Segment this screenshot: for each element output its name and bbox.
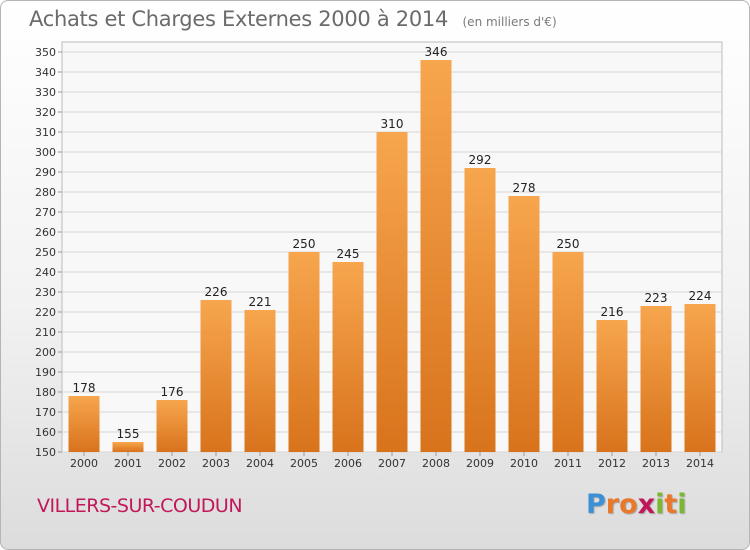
y-tick-label: 280 — [35, 186, 56, 199]
y-tick-label: 190 — [35, 366, 56, 379]
bar-2012 — [596, 320, 628, 452]
data-label-2005: 250 — [293, 237, 316, 251]
y-tick-label: 250 — [35, 246, 56, 259]
bar-2003 — [200, 300, 232, 452]
y-tick-label: 200 — [35, 346, 56, 359]
x-tick-label: 2002 — [158, 457, 186, 470]
y-tick-label: 350 — [35, 46, 56, 59]
y-tick-label: 300 — [35, 146, 56, 159]
data-label-2002: 176 — [161, 385, 184, 399]
bar-2009 — [464, 168, 496, 452]
chart-subtitle: (en milliers d'€) — [462, 15, 557, 29]
commune-name: VILLERS-SUR-COUDUN — [37, 495, 243, 517]
logo-letter: x — [637, 489, 656, 520]
bar-2006 — [332, 262, 364, 452]
y-tick-label: 320 — [35, 106, 56, 119]
proxiti-logo: Proxiti — [586, 489, 687, 520]
bar-2014 — [684, 304, 716, 452]
data-label-2008: 346 — [425, 45, 448, 59]
title-row: Achats et Charges Externes 2000 à 2014 (… — [29, 7, 557, 31]
y-tick-label: 180 — [35, 386, 56, 399]
x-tick-label: 2006 — [334, 457, 362, 470]
bar-2013 — [640, 306, 672, 452]
chart-title: Achats et Charges Externes 2000 à 2014 — [29, 7, 449, 31]
bar-2002 — [156, 400, 188, 452]
x-tick-label: 2000 — [70, 457, 98, 470]
logo-letter: r — [605, 489, 620, 520]
data-label-2006: 245 — [337, 247, 360, 261]
y-tick-label: 330 — [35, 86, 56, 99]
x-tick-label: 2013 — [642, 457, 670, 470]
data-label-2007: 310 — [381, 117, 404, 131]
x-tick-label: 2012 — [598, 457, 626, 470]
y-tick-label: 260 — [35, 226, 56, 239]
x-tick-label: 2014 — [686, 457, 714, 470]
x-tick-label: 2011 — [554, 457, 582, 470]
x-tick-label: 2003 — [202, 457, 230, 470]
data-labels: 178 155 176 226 221 250 245 310 346 292 278 250 216 2… — [73, 45, 712, 441]
y-tick-label: 170 — [35, 406, 56, 419]
data-label-2009: 292 — [469, 153, 492, 167]
bar-2010 — [508, 196, 540, 452]
y-tick-label: 150 — [35, 446, 56, 459]
y-axis-ticks: 150 160 170 180 190 200 210 220 230 240 250 260 270 2… — [35, 46, 62, 459]
x-tick-label: 2001 — [114, 457, 142, 470]
x-tick-label: 2007 — [378, 457, 406, 470]
logo-letter: P — [586, 489, 606, 520]
logo-letter: i — [677, 489, 687, 520]
data-label-2001: 155 — [117, 427, 140, 441]
x-axis-ticks: 2000 2001 2002 2003 2004 2005 2006 2007 2008 2009… — [70, 452, 714, 470]
bars — [68, 60, 716, 452]
data-label-2013: 223 — [645, 291, 668, 305]
data-label-2004: 221 — [249, 295, 272, 309]
bar-2007 — [376, 132, 408, 452]
y-tick-label: 270 — [35, 206, 56, 219]
data-label-2012: 216 — [601, 305, 624, 319]
data-label-2000: 178 — [73, 381, 96, 395]
bar-2001 — [112, 442, 144, 452]
y-tick-label: 160 — [35, 426, 56, 439]
y-tick-label: 240 — [35, 266, 56, 279]
x-tick-label: 2009 — [466, 457, 494, 470]
x-tick-label: 2004 — [246, 457, 274, 470]
y-tick-label: 290 — [35, 166, 56, 179]
bar-2000 — [68, 396, 100, 452]
x-tick-label: 2010 — [510, 457, 538, 470]
logo-letter: i — [655, 489, 665, 520]
bar-2004 — [244, 310, 276, 452]
y-tick-label: 220 — [35, 306, 56, 319]
logo-letter: t — [664, 489, 678, 520]
y-tick-label: 230 — [35, 286, 56, 299]
data-label-2003: 226 — [205, 285, 228, 299]
data-label-2010: 278 — [513, 181, 536, 195]
y-tick-label: 340 — [35, 66, 56, 79]
y-tick-label: 310 — [35, 126, 56, 139]
logo-letter: o — [619, 489, 638, 520]
x-tick-label: 2005 — [290, 457, 318, 470]
x-tick-label: 2008 — [422, 457, 450, 470]
y-tick-label: 210 — [35, 326, 56, 339]
bar-2005 — [288, 252, 320, 452]
data-label-2011: 250 — [557, 237, 580, 251]
bar-2008 — [420, 60, 452, 452]
data-label-2014: 224 — [689, 289, 712, 303]
bar-2011 — [552, 252, 584, 452]
